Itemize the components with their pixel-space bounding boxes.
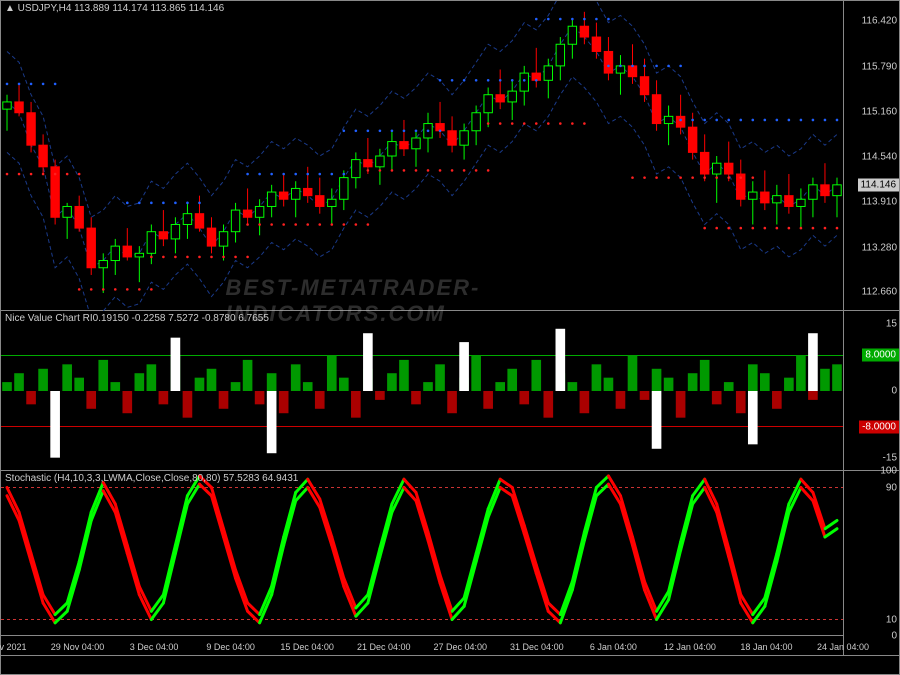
stoch-title: Stochastic (H4,10,3,3,LWMA,Close,Close,8… <box>5 473 298 484</box>
stoch-canvas <box>1 471 843 636</box>
value-title: Nice Value Chart RI0.19150 -0.2258 7.527… <box>5 313 269 324</box>
stoch-y-axis: 10090100 <box>843 471 900 655</box>
value-chart-panel[interactable]: Nice Value Chart RI0.19150 -0.2258 7.527… <box>1 311 900 471</box>
value-plot[interactable] <box>1 311 843 470</box>
price-y-axis: 116.420115.790115.160114.540113.910113.2… <box>843 1 900 310</box>
time-axis: 23 Nov 202129 Nov 04:003 Dec 04:009 Dec … <box>1 635 843 655</box>
price-panel[interactable]: ▲ USDJPY,H4 113.889 114.174 113.865 114.… <box>1 1 900 311</box>
value-canvas <box>1 311 843 471</box>
stoch-plot[interactable] <box>1 471 843 655</box>
value-y-axis: 150-158.0000-8.0000 <box>843 311 900 470</box>
price-plot[interactable] <box>1 1 843 310</box>
trading-chart[interactable]: ▲ USDJPY,H4 113.889 114.174 113.865 114.… <box>0 0 900 675</box>
price-canvas <box>1 1 843 311</box>
stochastic-panel[interactable]: Stochastic (H4,10,3,3,LWMA,Close,Close,8… <box>1 471 900 656</box>
price-title: ▲ USDJPY,H4 113.889 114.174 113.865 114.… <box>5 3 224 14</box>
